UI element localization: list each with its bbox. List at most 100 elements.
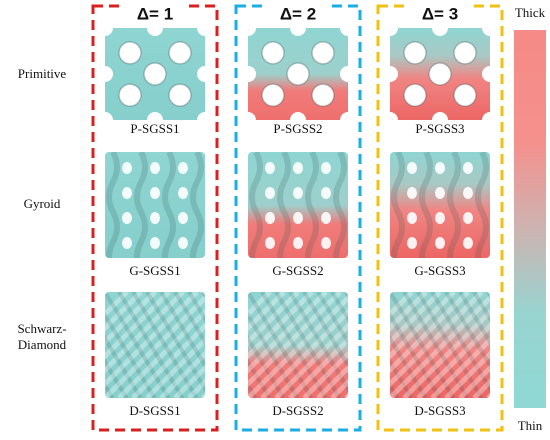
channel	[106, 152, 120, 258]
structure-image	[390, 28, 490, 120]
edge-notch	[290, 112, 306, 120]
pore	[321, 187, 331, 199]
pore	[435, 162, 445, 174]
strut	[105, 292, 199, 398]
pore	[150, 237, 160, 249]
structure-image	[105, 152, 205, 258]
edge-notch	[340, 112, 348, 120]
header-bg	[410, 4, 470, 24]
image-body	[248, 28, 348, 120]
caption: G-SGSS1	[129, 263, 180, 278]
channel	[277, 152, 291, 258]
pore	[321, 212, 331, 224]
strut	[248, 292, 300, 398]
edge-notch	[105, 66, 113, 82]
lattice	[105, 292, 205, 398]
strut	[390, 292, 456, 398]
column-header: Δ= 3	[422, 4, 458, 23]
caption: P-SGSS1	[130, 121, 179, 136]
strut	[274, 292, 342, 398]
strut	[458, 292, 490, 398]
strut	[316, 292, 348, 398]
strut	[390, 292, 442, 398]
pore	[453, 83, 477, 107]
structure-image	[105, 292, 205, 398]
pore	[321, 237, 331, 249]
strut	[248, 292, 286, 398]
edge-notch	[390, 66, 398, 82]
strut	[288, 292, 348, 398]
pore	[178, 162, 188, 174]
pore	[311, 83, 335, 107]
strut	[390, 292, 484, 398]
strut	[105, 292, 143, 398]
pore	[453, 41, 477, 65]
strut	[416, 292, 484, 398]
channel	[333, 152, 347, 258]
edge-notch	[147, 28, 163, 36]
channel	[447, 152, 461, 258]
strut	[248, 292, 300, 398]
caption: G-SGSS2	[272, 263, 323, 278]
pore	[265, 187, 275, 199]
image-body	[390, 292, 490, 398]
edge-notch	[197, 112, 205, 120]
strut	[430, 292, 490, 398]
lattice	[390, 292, 490, 398]
pore	[265, 212, 275, 224]
edge-notch	[432, 112, 448, 120]
image-body	[105, 28, 205, 120]
pore	[178, 212, 188, 224]
row-label: Schwarz-	[17, 321, 66, 336]
image-body	[248, 152, 348, 258]
strut	[105, 292, 157, 398]
pore	[261, 83, 285, 107]
pore	[407, 187, 417, 199]
strut	[274, 292, 348, 398]
strut	[248, 292, 314, 398]
strut	[302, 292, 348, 398]
pore	[122, 162, 132, 174]
pore	[435, 212, 445, 224]
column-header: Δ= 1	[137, 4, 173, 23]
strut	[173, 292, 205, 398]
strut	[248, 292, 328, 398]
pore	[407, 237, 417, 249]
strut	[390, 292, 414, 398]
channel	[190, 152, 204, 258]
pore	[463, 187, 473, 199]
strut	[105, 292, 143, 398]
strut	[390, 292, 456, 398]
strut	[390, 292, 490, 398]
edge-notch	[432, 28, 448, 36]
image-body	[390, 28, 490, 120]
pore	[463, 212, 473, 224]
pore	[178, 237, 188, 249]
edge-notch	[482, 66, 490, 82]
edge-notch	[105, 112, 113, 120]
pore	[293, 237, 303, 249]
strut	[330, 292, 348, 398]
structure-image	[248, 292, 348, 398]
strut	[390, 292, 414, 398]
image-body	[105, 152, 205, 258]
strut	[248, 292, 342, 398]
strut	[105, 292, 129, 398]
strut	[390, 292, 428, 398]
caption: D-SGSS2	[272, 403, 323, 418]
edge-notch	[390, 28, 398, 36]
caption: D-SGSS3	[414, 403, 465, 418]
strut	[159, 292, 205, 398]
colorbar	[514, 30, 546, 408]
strut	[390, 292, 470, 398]
edge-notch	[482, 28, 490, 36]
strut	[131, 292, 199, 398]
pore	[463, 162, 473, 174]
pore	[321, 162, 331, 174]
strut	[105, 292, 171, 398]
strut	[458, 292, 490, 398]
edge-notch	[147, 112, 163, 120]
pore	[150, 187, 160, 199]
strut	[402, 292, 470, 398]
